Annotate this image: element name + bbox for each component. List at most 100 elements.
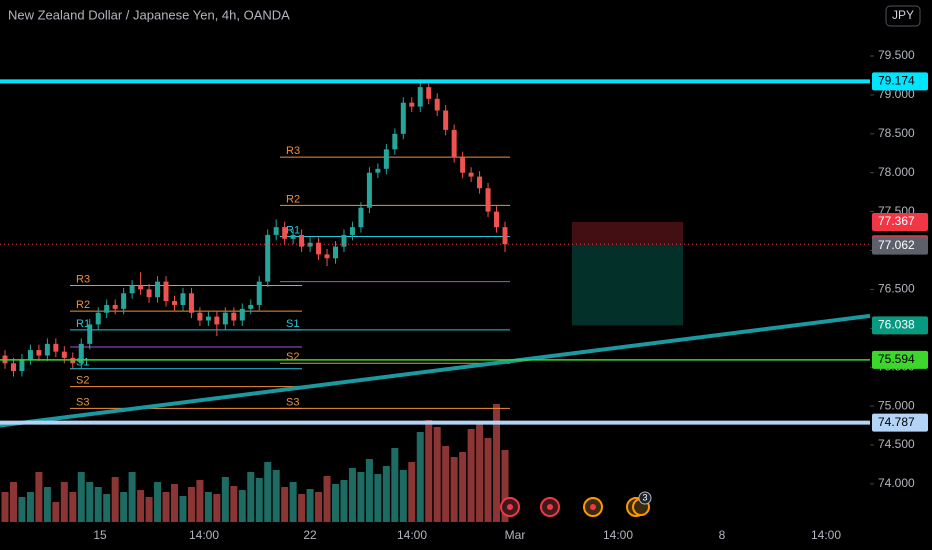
volume-bar — [162, 492, 170, 522]
candle-body — [273, 227, 279, 235]
volume-bar — [43, 487, 51, 522]
candle-body — [180, 293, 186, 305]
pivot-label: R2 — [76, 299, 90, 311]
price-label-box — [872, 72, 928, 91]
candle-body — [95, 312, 101, 325]
candle-body — [375, 168, 381, 173]
candle-body — [392, 133, 398, 150]
volume-bar — [111, 477, 119, 522]
candle-body — [333, 246, 339, 259]
volume-bar — [450, 457, 458, 522]
volume-bar — [145, 497, 153, 522]
candle-body — [27, 350, 33, 360]
event-badge-count: 3 — [642, 492, 647, 502]
currency-label[interactable]: JPY — [892, 8, 914, 22]
candle-body — [265, 234, 271, 282]
volume-bar — [230, 486, 238, 522]
volume-bar — [459, 452, 467, 522]
candle-body — [197, 312, 203, 321]
volume-bar — [103, 494, 111, 522]
event-dot — [590, 504, 596, 510]
volume-bar — [281, 487, 289, 522]
volume-bar — [1, 492, 9, 522]
candle-body — [341, 234, 347, 247]
chart-title: New Zealand Dollar / Japanese Yen, 4h, O… — [8, 7, 290, 22]
volume-bar — [86, 482, 94, 522]
volume-bar — [9, 482, 17, 522]
volume-bar — [18, 497, 26, 522]
candle-body — [10, 363, 16, 372]
pivot-label: R3 — [76, 273, 90, 285]
volume-bar — [35, 472, 43, 522]
candle-body — [366, 172, 372, 208]
x-tick-label: 15 — [93, 528, 107, 542]
candle-body — [146, 289, 152, 298]
candle-body — [138, 285, 144, 290]
volume-bar — [272, 470, 280, 522]
volume-bar — [179, 496, 187, 522]
volume-bar — [69, 492, 77, 522]
event-markers: 3 — [500, 491, 652, 517]
candle-body — [299, 234, 305, 247]
volume-bar — [94, 487, 102, 522]
candle-body — [307, 242, 313, 247]
candle-body — [358, 207, 364, 228]
x-tick-label: 14:00 — [397, 528, 427, 542]
price-label: 79.174 — [878, 74, 915, 88]
plot: R3R2R1S1S2S3R3R2R1S1S2S3 — [0, 79, 871, 522]
price-label: 75.594 — [878, 352, 915, 366]
target-zone — [572, 244, 683, 326]
volume-bar — [399, 470, 407, 522]
pivot-label: S3 — [76, 396, 89, 408]
volume-bar — [348, 468, 356, 522]
price-label-box — [872, 413, 928, 432]
currency-button[interactable] — [885, 5, 921, 27]
trendline — [0, 313, 871, 428]
volume-bar — [77, 472, 85, 522]
candle-body — [485, 188, 491, 212]
volume-bar — [365, 459, 373, 522]
candle-body — [239, 308, 245, 321]
price-label: 77.062 — [878, 238, 915, 252]
x-tick-label: 14:00 — [189, 528, 219, 542]
candle-body — [494, 211, 500, 228]
y-tick-label: 78.500 — [878, 126, 915, 140]
volume-bar — [332, 484, 340, 522]
volume-bar — [255, 478, 263, 522]
x-tick-label: 8 — [719, 528, 726, 542]
volume-bar — [26, 492, 34, 522]
candle-body — [87, 324, 93, 344]
candle-body — [112, 304, 118, 309]
candle-body — [188, 293, 194, 313]
y-tick-label: 74.000 — [878, 476, 915, 490]
candle-body — [282, 227, 288, 239]
price-label-box — [872, 350, 928, 369]
y-tick-label: 79.000 — [878, 87, 915, 101]
candle-body — [78, 343, 84, 364]
candle-body — [324, 254, 330, 259]
candle-body — [214, 316, 220, 325]
volume-bar — [374, 474, 382, 522]
candle-body — [256, 281, 262, 305]
event-dot — [507, 504, 513, 510]
x-tick-label: 22 — [303, 528, 317, 542]
volume-bar — [425, 420, 433, 522]
volume-bar — [340, 480, 348, 522]
pivot-label: R1 — [76, 318, 90, 330]
candle-body — [163, 281, 169, 302]
candle-body — [477, 176, 483, 189]
candle-body — [434, 98, 440, 111]
candle-body — [171, 301, 177, 305]
y-tick-label: 78.000 — [878, 165, 915, 179]
pivot-label: S2 — [76, 375, 89, 387]
candle-body — [222, 312, 228, 325]
volume-bar — [154, 482, 162, 522]
candle-body — [349, 227, 355, 235]
volume-bar — [238, 490, 246, 522]
volume-bar — [52, 502, 60, 522]
volume-bar — [187, 487, 195, 522]
candle-body — [129, 285, 135, 294]
volume-bar — [416, 432, 424, 522]
price-label-box — [872, 212, 928, 231]
